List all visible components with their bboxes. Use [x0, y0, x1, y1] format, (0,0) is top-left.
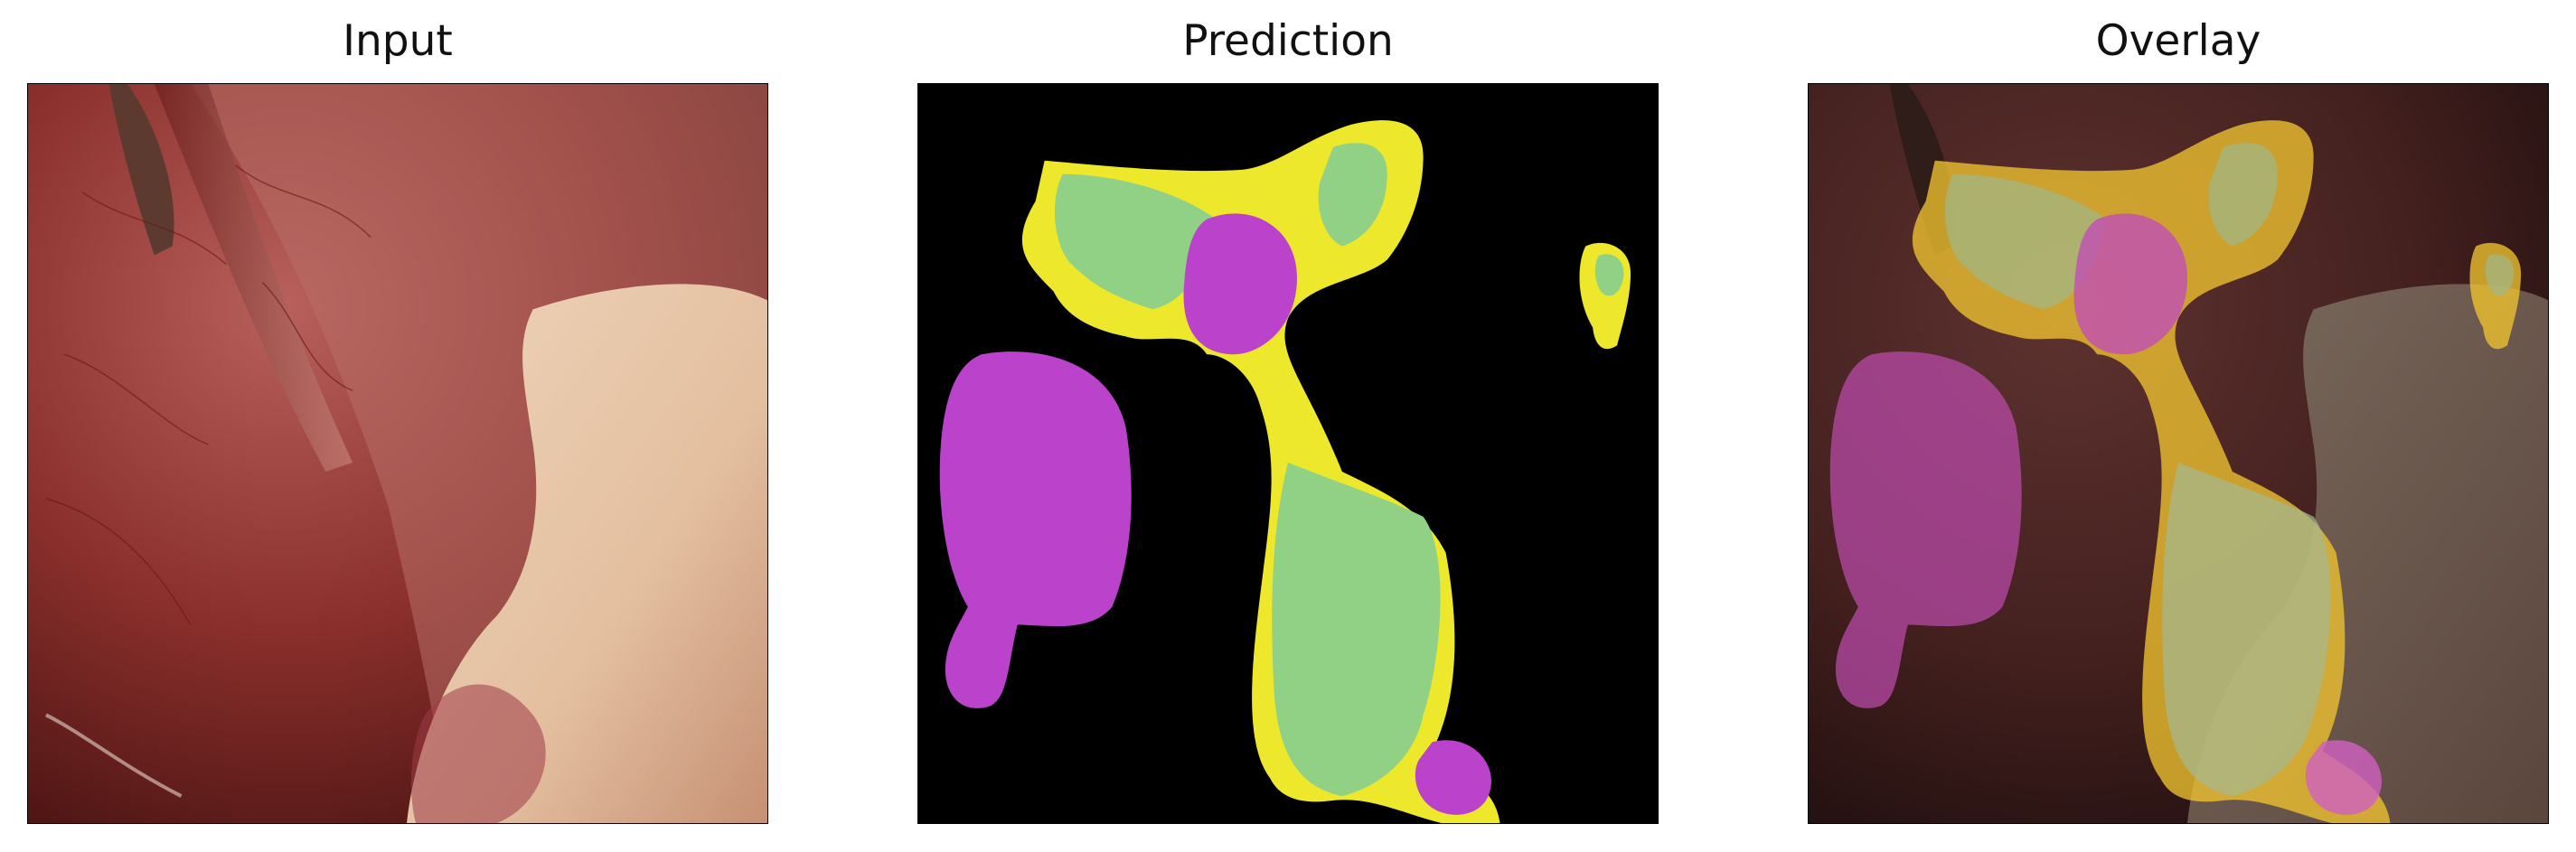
- panel-title-input: Input: [343, 16, 453, 66]
- panel-title-overlay: Overlay: [2095, 16, 2261, 66]
- panel-overlay: Overlay: [1808, 0, 2549, 852]
- overlay-image: [1808, 83, 2549, 824]
- panel-title-prediction: Prediction: [1182, 16, 1394, 66]
- overlay-image-graphic: [1809, 84, 2548, 823]
- panel-input: Input: [27, 0, 768, 852]
- prediction-mask-graphic: [918, 84, 1658, 823]
- input-image: [27, 83, 768, 824]
- prediction-mask: [917, 83, 1659, 824]
- panel-prediction: Prediction: [917, 0, 1659, 852]
- input-image-graphic: [28, 84, 767, 823]
